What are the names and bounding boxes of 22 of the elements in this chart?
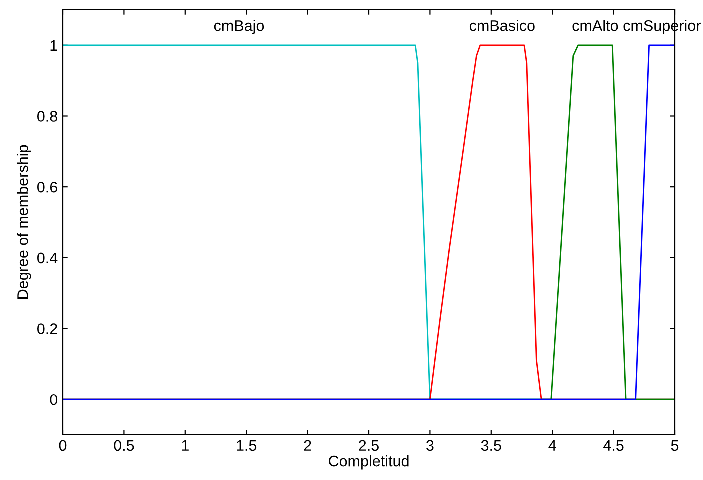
y-tick-label: 0.8 xyxy=(38,111,58,122)
x-tick-label: 0.5 xyxy=(114,440,134,452)
series-label: cmBasico xyxy=(470,20,535,32)
y-tick-label: 0.4 xyxy=(38,252,58,264)
x-tick-label: 1 xyxy=(182,440,189,451)
x-tick-label: 4 xyxy=(548,440,556,451)
y-tick-label: 1 xyxy=(50,40,58,51)
x-tick-label: 4.5 xyxy=(604,440,624,452)
y-axis-title: Degree of membership xyxy=(17,145,32,299)
y-tick-label: 0 xyxy=(50,394,58,406)
x-tick-label: 3.5 xyxy=(481,440,502,452)
series-label: cmBajo xyxy=(214,20,264,34)
x-tick-label: 2.5 xyxy=(359,440,379,452)
x-tick-label: 3 xyxy=(426,440,434,452)
x-tick-label: 0 xyxy=(59,440,67,452)
series-label: cmAlto xyxy=(572,20,618,32)
x-axis-title: Completitud xyxy=(329,455,409,470)
x-tick-label: 2 xyxy=(304,440,312,451)
y-tick-label: 0.2 xyxy=(38,324,58,334)
x-tick-label: 1.5 xyxy=(237,440,257,452)
x-tick-label: 5 xyxy=(671,440,679,452)
y-tick-label: 0.6 xyxy=(38,182,58,193)
